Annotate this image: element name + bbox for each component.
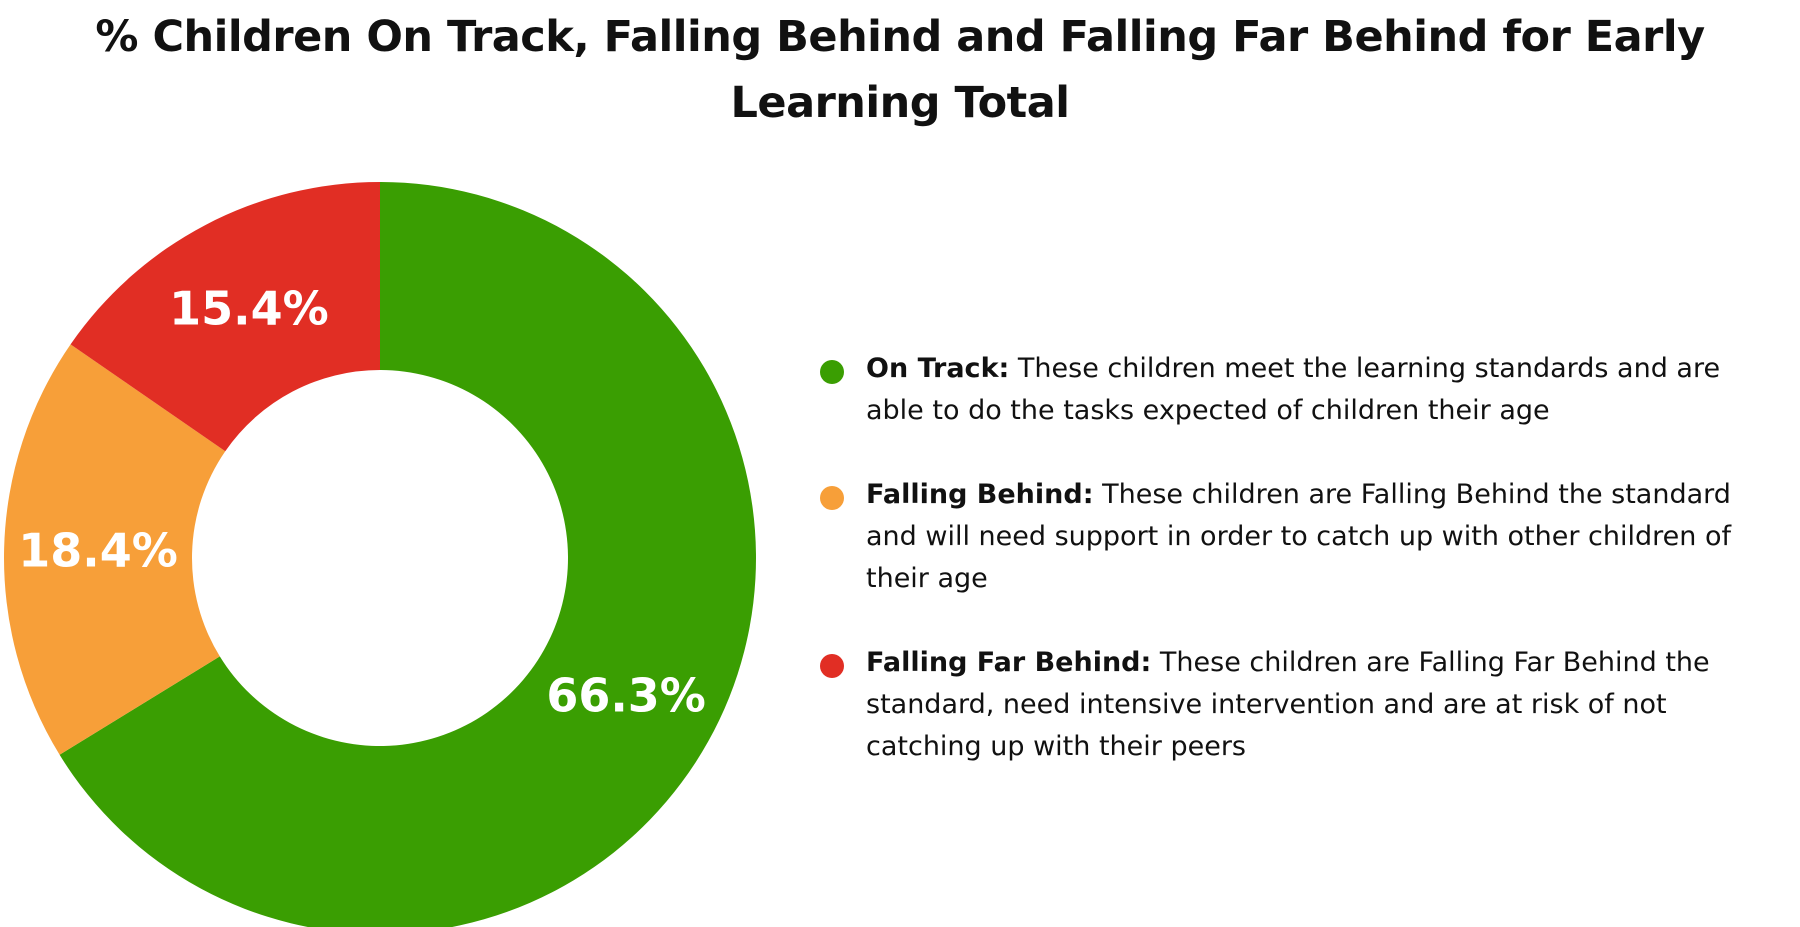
legend-swatch-falling-far-behind: [820, 654, 844, 678]
chart-legend: On Track: These children meet the learni…: [820, 348, 1780, 810]
legend-swatch-on-track: [820, 360, 844, 384]
donut-chart-svg: 66.3% 18.4% 15.4%: [4, 182, 756, 927]
legend-item-falling-behind: Falling Behind: These children are Falli…: [820, 474, 1780, 600]
slice-label-falling-far-behind: 15.4%: [169, 281, 329, 335]
donut-chart: 66.3% 18.4% 15.4%: [0, 178, 760, 927]
legend-description: These children meet the learning standar…: [866, 353, 1721, 426]
legend-description: These children are Falling Far Behind th…: [866, 647, 1710, 762]
slice-label-falling-behind: 18.4%: [18, 523, 178, 577]
legend-description: These children are Falling Behind the st…: [866, 479, 1731, 594]
legend-item-on-track: On Track: These children meet the learni…: [820, 348, 1780, 432]
legend-item-falling-far-behind: Falling Far Behind: These children are F…: [820, 642, 1780, 768]
legend-swatch-falling-behind: [820, 486, 844, 510]
donut-slice-on-track: [59, 182, 756, 927]
slice-label-on-track: 66.3%: [546, 669, 706, 723]
legend-name: Falling Far Behind:: [866, 647, 1152, 678]
legend-name: Falling Behind:: [866, 479, 1094, 510]
donut-slice-falling-behind: [4, 344, 226, 755]
chart-title: % Children On Track, Falling Behind and …: [95, 12, 1705, 128]
donut-slice-falling-far-behind: [70, 182, 380, 452]
legend-name: On Track:: [866, 353, 1010, 384]
